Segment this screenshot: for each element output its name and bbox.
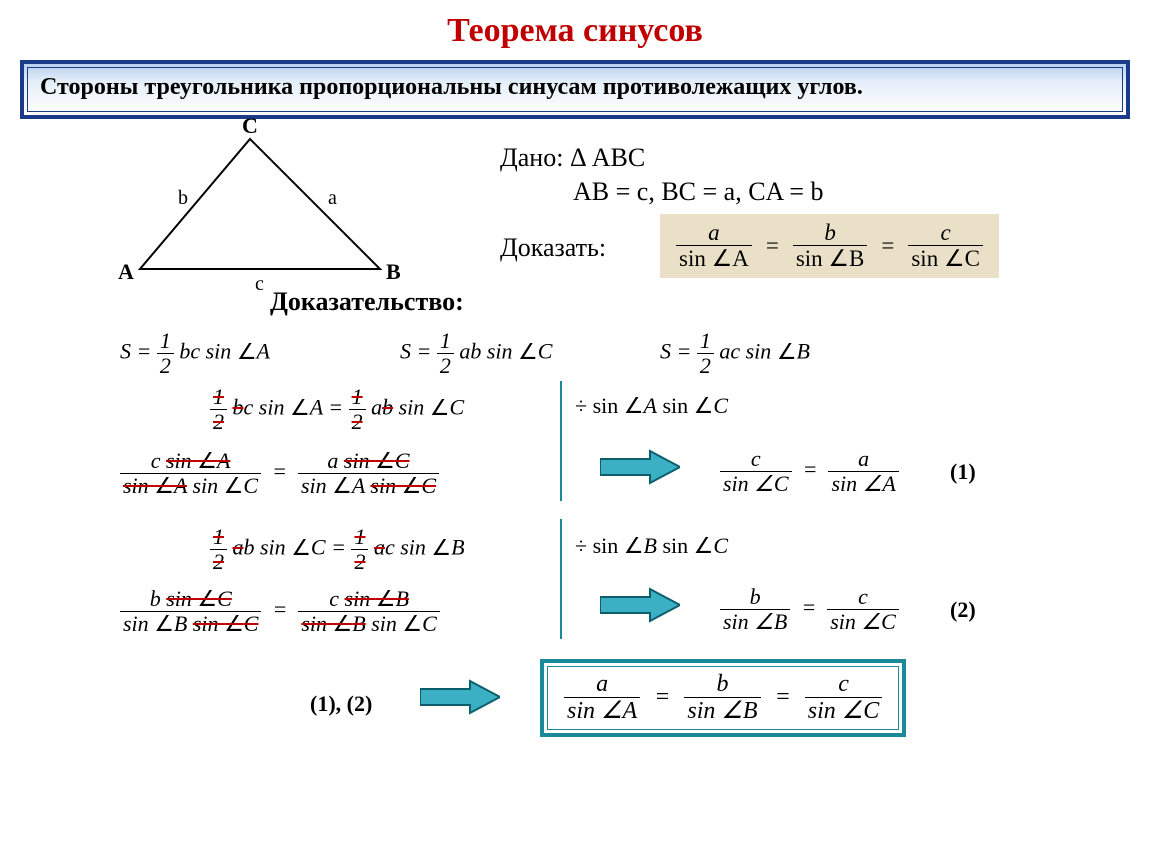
area-formula-2: S = 12 ab sin C <box>400 329 552 378</box>
eq-number-2: (2) <box>950 597 976 623</box>
vertex-A-label: A <box>118 259 134 285</box>
theorem-statement-box: Стороны треугольника пропорциональны син… <box>20 60 1130 119</box>
content-area: A B C b a c Дано: Δ ABC AB = c, BC = a, … <box>0 119 1150 799</box>
side-b-label: b <box>178 187 188 210</box>
area-formula-1: S = 12 bc sin A <box>120 329 270 378</box>
given-label: Дано <box>500 143 556 172</box>
step3-equation: 12 ab sin C = 12 ac sin B <box>210 525 465 574</box>
conclusion-box: asin ∠A = bsin ∠B = csin ∠C <box>540 659 906 737</box>
vsep-1 <box>560 381 562 501</box>
prove-formula-box: asin ∠A = bsin ∠B = csin ∠C <box>660 214 999 278</box>
area-formula-3: S = 12 ac sin B <box>660 329 810 378</box>
step2-left: c sin Asin A sin C = a sin Csin A sin C <box>120 449 439 498</box>
step4-left: b sin Csin B sin C = c sin Bsin B sin C <box>120 587 440 636</box>
page-title: Теорема синусов <box>0 0 1150 50</box>
triangle-figure: A B C b a c <box>130 129 410 299</box>
given-content1: Δ ABC <box>570 143 645 172</box>
step1-equation: 12 bc sin A = 12 ab sin C <box>210 385 464 434</box>
given-line1: Дано: Δ ABC <box>500 143 645 173</box>
step2-result: csin ∠C = asin ∠A <box>720 447 899 496</box>
triangle-svg <box>130 129 410 299</box>
eq-number-1: (1) <box>950 459 976 485</box>
step3-note: ÷ sin B sin C <box>575 533 728 559</box>
proof-title: Доказательство: <box>270 287 464 317</box>
vertex-C-label: C <box>242 113 258 139</box>
side-a-label: a <box>328 187 337 210</box>
theorem-statement: Стороны треугольника пропорциональны син… <box>40 74 863 100</box>
prove-label: Доказать: <box>500 233 606 263</box>
given-line2: AB = c, BC = a, CA = b <box>573 177 824 207</box>
arrow-3 <box>420 679 500 715</box>
arrow-2 <box>600 587 680 623</box>
side-c-label: c <box>255 273 264 296</box>
step4-result: bsin ∠B = csin ∠C <box>720 585 899 634</box>
conclusion-ref: (1), (2) <box>310 691 372 717</box>
step1-note: ÷ sin A sin C <box>575 393 728 419</box>
vertex-B-label: B <box>386 259 401 285</box>
arrow-1 <box>600 449 680 485</box>
vsep-2 <box>560 519 562 639</box>
